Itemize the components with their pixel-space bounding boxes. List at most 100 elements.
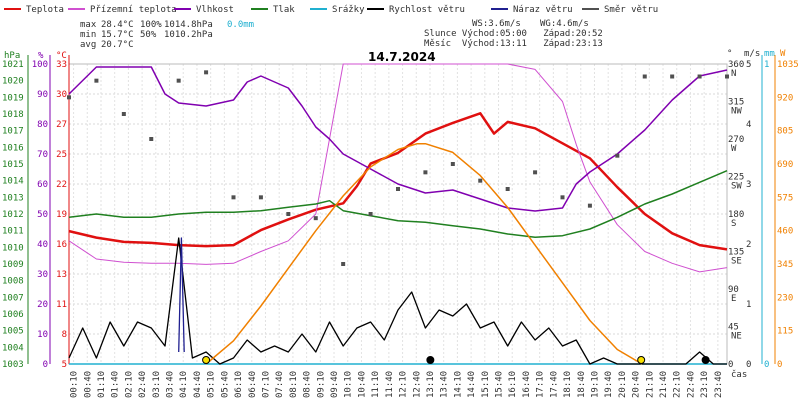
hpa-tick: 1017 (2, 127, 24, 137)
dir-point-19 (587, 203, 592, 208)
c-tick: 25 (56, 150, 67, 160)
dir-point-14 (450, 162, 455, 166)
dir-tick-label: S (731, 219, 736, 229)
time-tick: 17:10 (536, 371, 546, 398)
axes: hPa% °C1021102010191018101710161015101410… (2, 49, 799, 370)
hpa-tick: 1003 (2, 360, 24, 370)
pct-tick: 0 (43, 360, 48, 370)
dir-point-20 (615, 153, 620, 158)
time-tick: 12:10 (399, 371, 409, 398)
pct-tick: 70 (37, 150, 48, 160)
time-tick: 09:40 (330, 371, 340, 398)
sunrise-marker (202, 356, 211, 364)
dir-point-1 (94, 78, 99, 83)
legend-label-3: Tlak (273, 5, 295, 15)
dir-tick-label: SE (731, 257, 742, 267)
c-tick: 8 (62, 330, 67, 340)
time-tick: 14:40 (467, 371, 477, 398)
stats-max-label: max (80, 20, 97, 30)
pct-tick: 10 (37, 330, 48, 340)
dir-point-10 (341, 262, 346, 266)
hpa-tick: 1006 (2, 310, 24, 320)
c-tick: 13 (56, 270, 67, 280)
dir-tick: 90 (728, 285, 739, 295)
dir-point-0 (67, 95, 71, 100)
series-vlhkost-line (68, 66, 728, 212)
time-tick: 05:10 (207, 371, 217, 398)
moonset-marker (701, 356, 710, 364)
stats-max-press: 1014.8hPa (164, 20, 213, 30)
pct-tick: 100 (32, 60, 48, 70)
pct-tick: 90 (37, 90, 48, 100)
dir-tick-label: W (731, 144, 737, 154)
legend-label-0: Teplota (26, 5, 64, 15)
time-tick: 17:40 (549, 371, 559, 398)
series-p-zemn-teplota-line (68, 63, 728, 273)
mm-tick: 1 (764, 60, 769, 70)
hpa-tick: 1010 (2, 243, 24, 253)
time-tick: 18:10 (563, 371, 573, 398)
time-tick: 10:10 (344, 371, 354, 398)
time-tick: 12:40 (412, 371, 422, 398)
chart-title: 14.7.2024 (368, 50, 436, 64)
dir-tick-label: E (731, 294, 736, 304)
hpa-tick: 1018 (2, 110, 24, 120)
hpa-tick: 1014 (2, 177, 24, 187)
dir-tick: 135 (728, 248, 744, 258)
time-tick: 04:40 (193, 371, 203, 398)
time-tick: 10:40 (357, 371, 367, 398)
dir-tick: 360 (728, 60, 744, 70)
time-tick: 15:40 (495, 371, 505, 398)
pct-tick: 30 (37, 270, 48, 280)
dir-tick: 225 (728, 173, 744, 183)
time-tick: 04:10 (179, 371, 189, 398)
time-tick: 06:10 (234, 371, 244, 398)
w-tick: 690 (777, 160, 793, 170)
mm-unit: mm (764, 49, 775, 59)
time-tick: 19:10 (590, 371, 600, 398)
stats-min-label: min (80, 30, 96, 40)
hpa-tick: 1009 (2, 260, 24, 270)
legend-label-6: Náraz větru (513, 5, 573, 15)
dir-point-6 (231, 195, 236, 200)
c-tick: 19 (56, 210, 67, 220)
w-tick: 345 (777, 260, 793, 270)
time-tick: 21:10 (645, 371, 655, 398)
time-tick: 03:40 (166, 371, 176, 398)
hpa-tick: 1021 (2, 60, 24, 70)
w-tick: 575 (777, 193, 793, 203)
dir-tick: 315 (728, 98, 744, 108)
ms-tick: 2 (746, 240, 751, 250)
time-tick: 14:10 (453, 371, 463, 398)
dir-tick-label: SW (731, 182, 742, 192)
stats-panel: max 28.4°C 100% 1014.8hPa 0.0mm min 15.7… (80, 19, 603, 50)
stats-max-rain: 0.0mm (227, 20, 254, 30)
hpa-unit: hPa (4, 51, 20, 61)
dir-point-16 (505, 187, 510, 191)
time-tick: 22:10 (673, 371, 683, 398)
dir-tick-label: N (731, 69, 736, 79)
c-tick: 22 (56, 180, 67, 190)
stats-avg-temp: 20.7°C (101, 40, 134, 50)
time-tick: 01:40 (111, 371, 121, 398)
time-tick: 07:40 (275, 371, 285, 398)
dir-point-15 (478, 178, 483, 183)
dir-point-7 (258, 195, 263, 200)
time-tick: 02:10 (124, 371, 134, 398)
dir-point-2 (121, 112, 126, 116)
x-unit: čas (731, 369, 747, 380)
time-tick: 15:10 (481, 371, 491, 398)
hpa-tick: 1013 (2, 193, 24, 203)
hpa-tick: 1015 (2, 160, 24, 170)
dir-tick: 0 (728, 360, 733, 370)
time-tick: 05:40 (220, 371, 230, 398)
stats-sun: Slunce Východ:05:00 Západ:20:52 (424, 29, 603, 39)
time-tick: 23:10 (700, 371, 710, 398)
c-unit: °C (56, 51, 67, 61)
mm-tick: 0 (764, 360, 769, 370)
time-tick: 21:40 (659, 371, 669, 398)
pct-tick: 20 (37, 300, 48, 310)
time-tick: 06:40 (248, 371, 258, 398)
pct-tick: 60 (37, 180, 48, 190)
hpa-tick: 1016 (2, 143, 24, 153)
